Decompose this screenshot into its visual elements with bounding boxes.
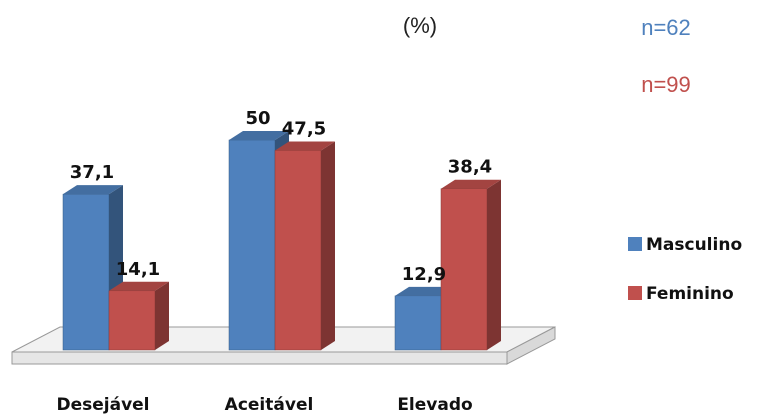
legend-swatch-feminino [628,286,642,300]
legend-swatch-masculino [628,237,642,251]
tick-label-aceitavel: Aceitável [225,395,314,414]
n-label-feminino: n=99 [641,72,691,97]
legend-item-masculino: Masculino [628,235,742,255]
floor-side [506,326,556,365]
x-axis-ticks: Desejável Aceitável Elevado [56,395,472,414]
legend: Masculino Feminino [628,235,742,304]
floor-front [11,351,508,365]
unit-label: (%) [403,13,437,38]
legend-label-feminino: Feminino [646,284,734,304]
bar-feminino-elevado [440,179,501,351]
bar-feminino-aceitavel [274,141,335,351]
data-label-masculino-elevado: 12,9 [402,264,446,285]
data-label-feminino-aceitavel: 47,5 [282,119,326,140]
tick-label-desejavel: Desejável [56,395,149,414]
n-label-masculino: n=62 [641,15,691,40]
data-label-feminino-elevado: 38,4 [448,157,492,178]
data-label-feminino-desejavel: 14,1 [116,259,160,280]
legend-label-masculino: Masculino [646,235,742,255]
tick-label-elevado: Elevado [397,395,472,414]
legend-item-feminino: Feminino [628,284,734,304]
bar-feminino-desejavel [108,281,169,351]
data-labels-layer: 37,1 14,1 50 47,5 12,9 38,4 [70,108,492,285]
data-label-masculino-aceitavel: 50 [245,108,270,129]
bars-layer [62,131,501,351]
data-label-masculino-desejavel: 37,1 [70,162,114,183]
